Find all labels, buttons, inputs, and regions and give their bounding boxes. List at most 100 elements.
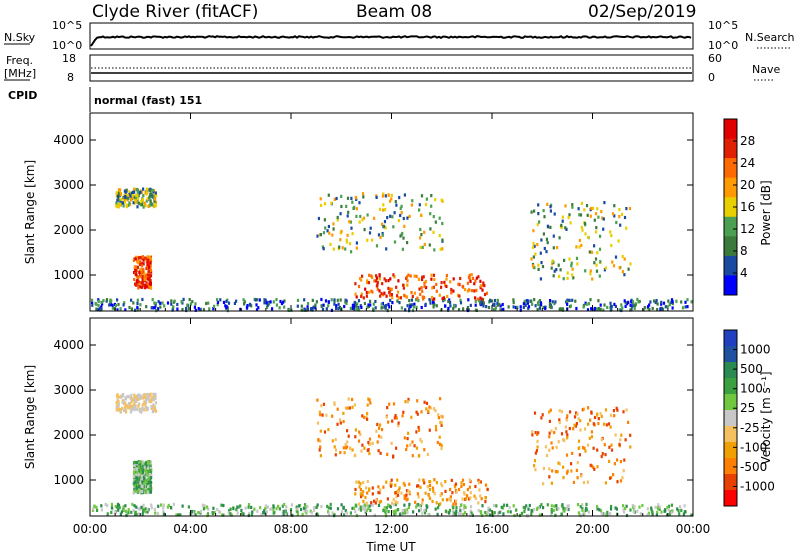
data-cell xyxy=(367,290,370,294)
data-cell xyxy=(459,301,463,305)
data-cell xyxy=(354,282,357,286)
data-cell xyxy=(257,306,260,310)
data-cell xyxy=(366,448,369,452)
data-cell xyxy=(437,506,440,510)
data-cell xyxy=(359,482,362,486)
data-cell xyxy=(143,476,146,480)
data-cell xyxy=(348,406,351,410)
data-cell xyxy=(369,508,372,513)
data-cell xyxy=(331,439,334,443)
data-cell xyxy=(539,251,542,255)
data-cell xyxy=(569,304,572,308)
data-cell xyxy=(458,506,462,510)
data-cell xyxy=(540,503,543,507)
data-cell xyxy=(389,293,392,297)
data-cell xyxy=(115,204,118,208)
data-cell xyxy=(450,287,453,292)
data-cell xyxy=(618,208,621,212)
data-cell xyxy=(461,497,464,501)
data-cell xyxy=(115,191,118,195)
data-cell xyxy=(627,300,630,304)
data-cell xyxy=(132,475,135,479)
data-cell xyxy=(439,502,442,506)
data-cell xyxy=(623,257,626,261)
data-cell xyxy=(586,480,589,484)
data-cell xyxy=(667,508,670,512)
data-cell xyxy=(153,394,156,398)
data-cell xyxy=(573,415,577,419)
data-cell xyxy=(624,304,627,308)
data-cell xyxy=(116,194,119,198)
nsearch-label: N.Search xyxy=(745,31,795,44)
data-cell xyxy=(690,300,693,304)
data-cell xyxy=(383,277,386,281)
data-cell xyxy=(409,443,412,447)
data-cell xyxy=(369,226,372,230)
data-cell xyxy=(403,436,406,440)
colorbar-tick-label: 24 xyxy=(740,156,755,170)
data-cell xyxy=(423,481,426,485)
data-cell xyxy=(246,304,249,308)
data-cell xyxy=(142,268,145,272)
data-cell xyxy=(179,513,182,517)
data-cell xyxy=(622,510,626,514)
data-cell xyxy=(140,261,143,265)
data-cell xyxy=(605,513,608,517)
data-cell xyxy=(648,308,651,312)
data-cell xyxy=(144,476,147,480)
data-cell xyxy=(139,274,142,278)
data-cell xyxy=(197,511,200,515)
data-cell xyxy=(297,504,301,508)
data-cell xyxy=(546,224,549,228)
nsky-tick-bottom: 10^0 xyxy=(52,39,82,52)
data-cell xyxy=(296,512,299,516)
data-cell xyxy=(319,429,322,433)
data-cell xyxy=(512,301,515,305)
data-cell xyxy=(614,433,617,437)
data-cell xyxy=(621,255,624,259)
data-cell xyxy=(553,504,556,508)
data-cell xyxy=(625,207,628,211)
data-cell xyxy=(616,480,619,484)
data-cell xyxy=(213,510,216,515)
data-cell xyxy=(432,230,435,234)
data-cell xyxy=(466,494,469,498)
data-cell xyxy=(146,273,149,277)
data-cell xyxy=(633,306,636,310)
data-cell xyxy=(538,306,541,310)
data-cell xyxy=(552,234,555,238)
data-cell xyxy=(612,473,615,477)
data-cell xyxy=(144,486,147,490)
data-cell xyxy=(604,453,607,457)
data-cell xyxy=(378,491,381,495)
data-cell xyxy=(609,511,612,516)
data-cell xyxy=(663,509,666,513)
data-cell xyxy=(111,303,114,307)
data-cell xyxy=(410,298,413,302)
data-cell xyxy=(341,246,344,250)
data-cell xyxy=(554,426,557,431)
data-cell xyxy=(104,502,107,507)
data-cell xyxy=(359,432,362,437)
data-cell xyxy=(139,481,142,485)
data-cell xyxy=(488,513,491,517)
data-cell xyxy=(387,286,390,290)
data-cell xyxy=(163,304,166,308)
data-cell xyxy=(610,304,613,309)
data-cell xyxy=(245,306,249,310)
data-cell xyxy=(526,299,529,303)
data-cell xyxy=(115,408,118,412)
data-cell xyxy=(548,467,551,471)
data-cell xyxy=(643,306,646,310)
data-cell xyxy=(583,208,586,212)
data-cell xyxy=(474,496,477,500)
data-cell xyxy=(403,510,406,514)
data-cell xyxy=(258,298,261,302)
data-cell xyxy=(148,473,151,477)
data-cell xyxy=(325,307,328,311)
data-cell xyxy=(146,255,149,259)
data-cell xyxy=(362,216,366,220)
data-cell xyxy=(154,511,157,515)
colorbar-swatch xyxy=(724,442,737,459)
colorbar-swatch xyxy=(724,216,737,237)
